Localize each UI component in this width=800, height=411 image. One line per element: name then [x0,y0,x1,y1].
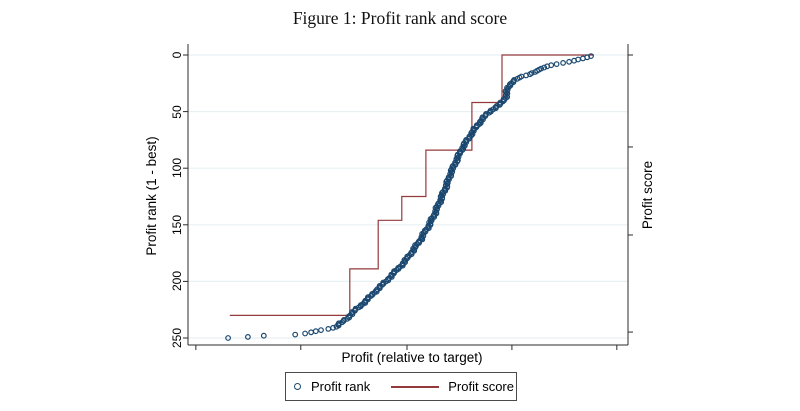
scatter-point [444,181,450,187]
scatter-point [308,329,315,336]
profit-score-step-line [229,54,594,316]
scatter-point [325,326,332,332]
y-axis-tick-label: 50 [170,104,184,119]
scatter-point [439,189,446,195]
scatter-point [553,61,560,67]
scatter-point [571,57,577,64]
y-axis-tick-label: 0 [170,51,184,59]
scatter-point [477,118,483,125]
profit-rank-scatter [225,53,594,341]
y-axis-tick-label: 200 [170,271,184,292]
profit-rank-marker-icon [294,383,301,390]
x-axis-title: Profit (relative to target) [341,350,483,365]
y-axis-title-right: Profit score [640,160,655,230]
scatter-point [560,60,566,66]
scatter-point [302,330,309,337]
legend-profit-score-label: Profit score [448,379,514,394]
scatter-point [292,331,299,338]
y-axis-tick-label: 250 [170,327,184,349]
scatter-point [260,332,267,339]
scatter-point [541,64,548,71]
scatter-point [580,55,586,62]
scatter-point [532,69,538,75]
scatter-point [318,327,324,334]
scatter-point [496,101,503,108]
scatter-point [333,323,340,330]
scatter-point [340,318,347,324]
legend: Profit rank Profit score [285,372,517,401]
scatter-point [312,328,319,335]
scatter-point [374,286,381,293]
scatter-point [544,63,551,70]
scatter-point [244,334,251,340]
legend-profit-rank-label: Profit rank [311,379,371,394]
y-axis-tick-label: 150 [170,214,184,235]
profit-score-line-icon [391,385,440,388]
y-axis-title-left: Profit rank (1 - best) [144,136,159,256]
figure-title: Figure 1: Profit rank and score [292,8,508,28]
scatter-point [225,335,232,341]
scatter-point [566,58,572,65]
y-axis-tick-label: 100 [170,158,184,179]
